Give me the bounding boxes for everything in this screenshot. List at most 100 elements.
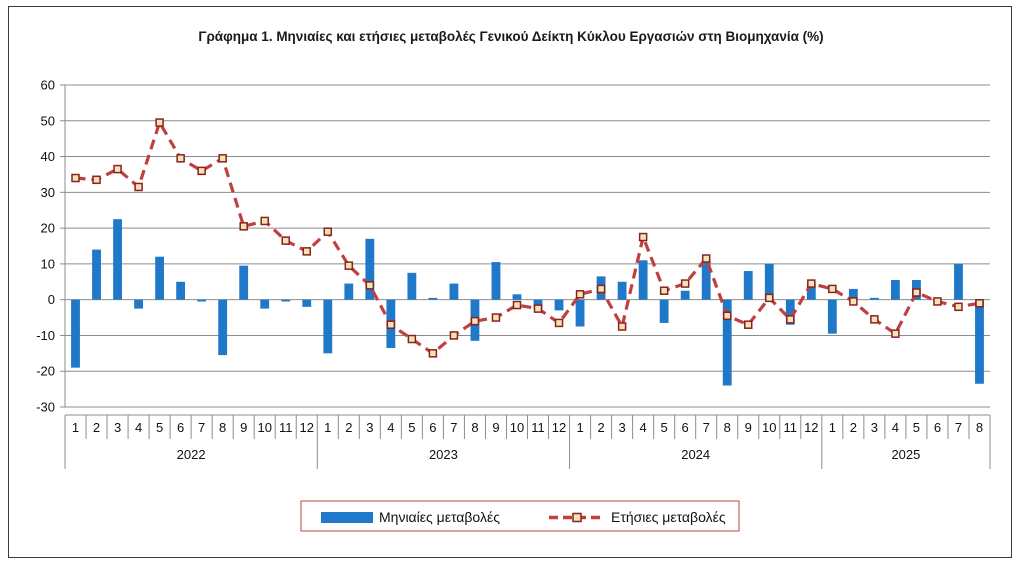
x-tick-label: 3 [618,420,625,435]
x-tick-label: 2 [345,420,352,435]
annual-point-marker [155,118,164,127]
x-tick-label: 8 [219,420,226,435]
chart-title: Γράφημα 1. Μηνιαίες και ετήσιες μεταβολέ… [198,29,823,44]
annual-point-marker [239,222,248,231]
year-label: 2023 [429,447,458,462]
x-tick-label: 11 [279,420,293,435]
bar-monthly [743,271,753,300]
bar-monthly [701,260,711,300]
x-tick-label: 2 [850,420,857,435]
x-tick-label: 3 [114,420,121,435]
bar-monthly [722,299,732,386]
bar-monthly [113,219,122,300]
y-tick-label: -20 [36,364,55,379]
annual-point-marker [344,261,354,270]
x-tick-label: 5 [408,420,415,435]
x-tick-label: 2 [93,420,100,435]
annual-point-marker [323,227,333,236]
x-tick-label: 6 [177,420,184,435]
x-tick-label: 4 [892,420,899,435]
x-tick-label: 1 [576,420,583,435]
bar-monthly [365,238,375,300]
y-tick-label: 0 [48,292,55,307]
y-tick-label: 10 [41,256,55,271]
year-label: 2022 [177,447,206,462]
x-tick-label: 9 [240,420,247,435]
annual-point-marker [596,284,606,294]
annual-line [71,118,984,358]
chart-frame: Γράφημα 1. Μηνιαίες και ετήσιες μεταβολέ… [8,6,1012,558]
annual-point-marker [975,298,984,308]
legend-bar-swatch [321,512,373,523]
annual-point-marker [680,279,690,288]
legend-marker-swatch [572,512,582,523]
annual-point-marker [891,329,900,338]
bar-monthly [323,299,333,354]
x-tick-label: 9 [492,420,499,435]
annual-point-marker [407,334,417,344]
bar-monthly [869,297,879,300]
annual-point-marker [512,300,522,310]
annual-point-marker [302,247,312,256]
y-axis-ticks: 60 50 40 30 20 10 0 -10 -20 -30 [36,78,55,415]
annual-point-marker [743,320,753,329]
bar-monthly [848,288,858,300]
annual-point-marker [386,320,396,329]
bar-monthly [806,283,816,300]
x-tick-label: 2 [597,420,604,435]
bar-monthly [575,299,585,327]
y-tick-label: 30 [41,185,55,200]
x-tick-label: 1 [72,420,79,435]
bar-monthly [533,299,543,309]
x-tick-label: 3 [366,420,373,435]
y-tick-label: -10 [36,328,55,343]
annual-point-marker [954,302,963,312]
y-tick-label: 60 [41,78,55,93]
x-tick-label: 4 [387,420,394,435]
year-label: 2025 [891,447,920,462]
x-tick-label: 12 [804,420,818,435]
annual-point-marker [828,284,837,294]
x-tick-label: 10 [762,420,776,435]
bar-monthly [659,299,669,323]
bar-monthly [638,260,648,300]
bar-monthly [197,299,207,302]
bar-monthly [764,263,774,300]
annual-point-marker [449,331,459,340]
x-tick-label: 10 [510,420,524,435]
annual-point-marker [197,166,206,176]
annual-series-line [75,120,980,355]
bar-monthly [302,299,312,307]
annual-point-marker [912,288,921,297]
annual-point-marker [92,175,101,185]
x-tick-label: 4 [640,420,647,435]
legend: Μηνιαίες μεταβολές Ετήσιες μεταβολές [300,500,740,532]
year-label: 2024 [681,447,710,462]
bar-monthly [260,299,270,309]
legend-box [300,500,740,532]
chart-canvas: Γράφημα 1. Μηνιαίες και ετήσιες μεταβολέ… [36,29,991,532]
bar-monthly [407,272,417,300]
annual-point-marker [533,304,543,313]
y-tick-label: 50 [41,113,55,128]
x-tick-label: 7 [450,420,457,435]
annual-point-marker [849,297,858,306]
x-tick-label: 10 [257,420,271,435]
legend-label-monthly: Μηνιαίες μεταβολές [379,509,500,525]
annual-point-marker [786,315,795,324]
bar-monthly [617,281,627,300]
bar-monthly [344,283,354,300]
annual-point-marker [428,349,438,358]
x-tick-label: 11 [531,420,545,435]
annual-point-marker [575,290,585,299]
x-tick-label: 7 [703,420,710,435]
x-tick-label: 1 [829,420,836,435]
annual-point-marker [638,232,648,242]
bar-monthly [449,283,459,300]
bar-monthly [428,297,438,300]
bar-monthly [975,299,984,384]
x-tick-label: 12 [300,420,314,435]
x-tick-label: 4 [135,420,142,435]
x-tick-label: 7 [955,420,962,435]
y-tick-label: 40 [41,149,55,164]
